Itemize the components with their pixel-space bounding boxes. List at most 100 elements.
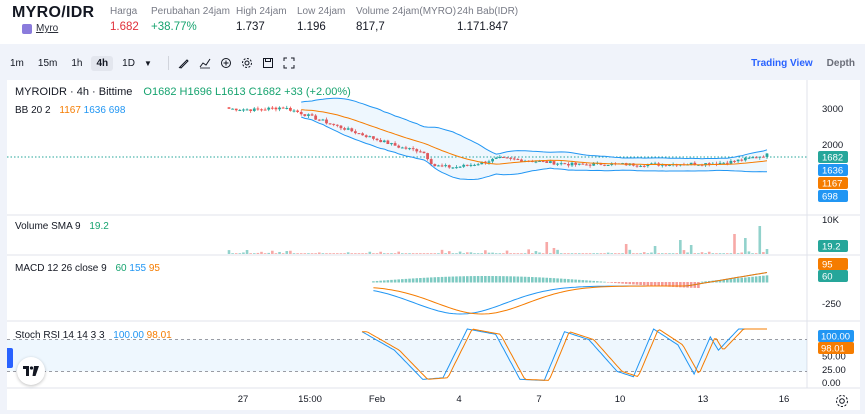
macd-hist-bar — [512, 276, 516, 283]
time-axis-tick: 7 — [536, 394, 541, 405]
macd-hist-bar — [541, 277, 545, 283]
volume-bar — [357, 253, 361, 254]
macd-hist-bar — [621, 282, 624, 284]
bb-mid-value: 1167 — [59, 105, 81, 116]
chart-container[interactable]: 30002000100016821636116769810K19.2-25095… — [7, 80, 860, 410]
volume-bar — [469, 252, 473, 254]
candle-body — [541, 160, 545, 162]
macd-signal-value: 95 — [148, 263, 160, 274]
candle-body — [278, 107, 281, 110]
candle-body — [411, 148, 415, 150]
interval-group: 1m 15m 1h 4h 1D — [5, 55, 144, 71]
bb-legend: BB 20 2 1167 1636 698 — [15, 105, 125, 116]
interval-1m[interactable]: 1m — [10, 57, 24, 69]
asset-name[interactable]: Myro — [36, 23, 59, 34]
candle-body — [668, 164, 671, 166]
candle-body — [231, 108, 235, 110]
volume-bar — [722, 253, 725, 254]
candle-body — [353, 131, 357, 134]
candle-body — [263, 109, 267, 111]
trading-view-button[interactable]: Trading View — [751, 57, 813, 69]
candle-body — [747, 157, 751, 159]
volume-bar — [455, 253, 458, 254]
interval-4h[interactable]: 4h — [91, 55, 114, 71]
macd-hist-bar — [624, 282, 628, 284]
volume-bar — [299, 253, 303, 254]
macd-hist-bar — [379, 280, 382, 283]
candle-body — [592, 163, 596, 166]
volume-bar — [498, 253, 502, 254]
candle-body — [303, 114, 307, 116]
price-chart[interactable]: 30002000100016821636116769810K19.2-25095… — [7, 80, 860, 410]
asset-link[interactable]: Myro — [22, 23, 58, 34]
compare-plus-icon[interactable] — [217, 54, 235, 72]
candle-body — [743, 157, 747, 161]
screenshot-save-icon[interactable] — [259, 54, 277, 72]
chart-settings-gear-icon[interactable] — [835, 394, 849, 408]
macd-hist-bar — [754, 276, 758, 283]
candle-body — [556, 163, 559, 165]
macd-hist-bar — [635, 282, 639, 285]
volume-bar — [588, 253, 592, 254]
volume-bar — [545, 242, 549, 254]
draw-pen-icon[interactable] — [175, 54, 193, 72]
bb-upper-value: 1636 — [83, 105, 106, 116]
macd-hist-bar — [484, 276, 487, 283]
volume-bar — [700, 252, 704, 254]
candle-body — [548, 161, 552, 164]
interval-1h[interactable]: 1h — [71, 57, 83, 69]
ohlc-change: +33 (+2.00%) — [284, 86, 351, 98]
candle-body — [379, 140, 383, 143]
volume-bar — [354, 253, 357, 254]
interval-1D[interactable]: 1D — [122, 57, 135, 69]
indicator-line-icon[interactable] — [196, 54, 214, 72]
stoch-axis-tick: 50.00 — [822, 352, 846, 363]
macd-hist-bar — [462, 276, 465, 283]
volume-bar — [523, 253, 527, 254]
candle-body — [740, 159, 744, 161]
interval-15m[interactable]: 15m — [37, 57, 58, 69]
settings-gear-icon[interactable] — [238, 54, 256, 72]
macd-hist-bar — [679, 282, 682, 288]
candle-body — [335, 124, 339, 126]
macd-hist-bar — [653, 282, 657, 286]
macd-hist-bar — [372, 281, 375, 283]
candle-body — [693, 162, 697, 165]
bb-label: BB 20 2 — [15, 105, 51, 116]
fullscreen-icon[interactable] — [280, 54, 298, 72]
candle-body — [761, 156, 765, 158]
sidebar-toggle-tab[interactable] — [7, 348, 13, 368]
volume-bar — [393, 253, 397, 254]
candle-body — [516, 159, 520, 161]
volume-bar — [758, 226, 762, 254]
volume-bar — [238, 253, 242, 254]
candle-body — [502, 157, 505, 159]
candle-body — [433, 164, 437, 166]
candle-body — [390, 143, 393, 145]
macd-hist-bar — [567, 279, 570, 283]
volume-bar — [570, 253, 574, 254]
macd-hist-bar — [758, 276, 762, 283]
candle-body — [458, 166, 462, 168]
tradingview-logo-icon[interactable] — [17, 357, 45, 385]
candle-body — [660, 164, 664, 166]
macd-hist-bar — [704, 281, 707, 283]
stat-value: 1.737 — [236, 21, 265, 33]
candle-body — [285, 107, 289, 109]
volume-bar — [473, 253, 476, 254]
interval-caret-icon[interactable]: ▼ — [143, 58, 152, 68]
volume-bar — [509, 253, 512, 254]
macd-hist-bar — [610, 282, 614, 283]
macd-hist-bar — [740, 277, 744, 283]
volume-bar — [314, 253, 317, 254]
candle-body — [451, 167, 455, 169]
candle-body — [307, 114, 310, 116]
depth-button[interactable]: Depth — [826, 57, 855, 69]
stoch-band — [7, 339, 807, 372]
macd-hist-bar — [762, 275, 765, 283]
candle-body — [704, 163, 708, 166]
macd-hist-bar — [411, 278, 415, 283]
volume-bar — [419, 253, 422, 254]
volume-bar — [307, 253, 310, 254]
candle-body — [274, 107, 278, 110]
